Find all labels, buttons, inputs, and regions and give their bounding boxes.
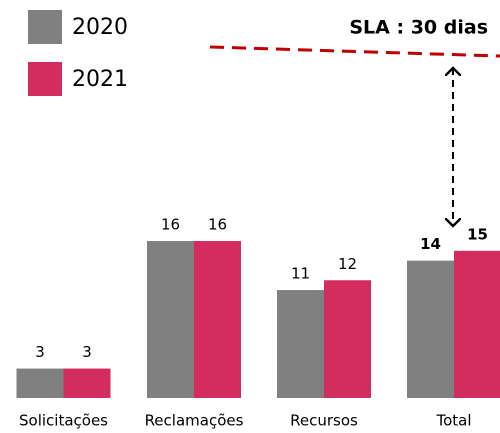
bar	[63, 368, 111, 398]
legend-swatch	[28, 10, 62, 44]
x-tick-label: Recursos	[290, 412, 358, 430]
bar	[194, 241, 241, 398]
data-label: 3	[35, 343, 45, 361]
data-label: 15	[467, 225, 488, 243]
bar	[407, 260, 454, 398]
data-label: 16	[208, 216, 227, 234]
sla-line	[209, 45, 500, 58]
data-label: 11	[291, 265, 310, 283]
data-label: 12	[338, 255, 357, 273]
bar	[16, 368, 64, 398]
sla-annotation: SLA : 30 dias	[349, 17, 488, 39]
legend-label: 2020	[72, 15, 128, 40]
bar	[277, 290, 324, 398]
bar	[147, 241, 194, 398]
bar	[454, 250, 500, 398]
data-label: 3	[82, 343, 92, 361]
legend-swatch	[28, 62, 62, 96]
x-tick-label: Total	[435, 412, 471, 430]
data-label: 16	[161, 216, 180, 234]
x-tick-label: Solicitações	[19, 412, 108, 430]
data-label: 14	[420, 235, 441, 253]
x-tick-label: Reclamações	[145, 412, 244, 430]
bar	[324, 280, 371, 398]
legend-label: 2021	[72, 67, 128, 92]
